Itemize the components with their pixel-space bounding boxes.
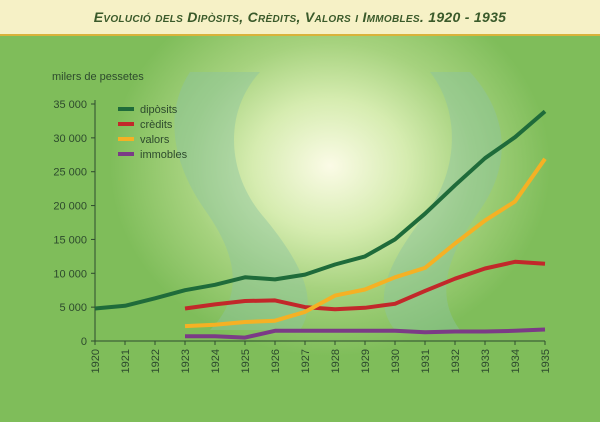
x-tick-label: 1926 bbox=[270, 349, 282, 373]
y-tick-label: 0 bbox=[81, 336, 87, 348]
x-tick-label: 1928 bbox=[330, 349, 342, 373]
legend-label: valors bbox=[140, 134, 170, 146]
series-line-valors bbox=[184, 157, 547, 329]
background-vase-shape-right bbox=[350, 72, 502, 330]
x-tick-label: 1931 bbox=[420, 349, 432, 373]
x-tick-label: 1923 bbox=[180, 349, 192, 373]
legend-label: crèdits bbox=[140, 119, 173, 131]
x-tick-label: 1935 bbox=[540, 349, 552, 373]
x-tick-label: 1925 bbox=[240, 349, 252, 373]
x-tick-label: 1930 bbox=[390, 349, 402, 373]
x-tick-label: 1934 bbox=[510, 349, 522, 373]
legend-label: dipòsits bbox=[140, 104, 178, 116]
x-tick-label: 1922 bbox=[150, 349, 162, 373]
series-line-crèdits bbox=[184, 259, 546, 312]
y-tick-label: 5 000 bbox=[59, 302, 87, 314]
x-tick-label: 1932 bbox=[450, 349, 462, 373]
x-tick-label: 1929 bbox=[360, 349, 372, 373]
y-tick-label: 35 000 bbox=[53, 99, 87, 111]
y-tick-label: 15 000 bbox=[53, 234, 87, 246]
y-tick-label: 10 000 bbox=[53, 268, 87, 280]
series-line-dipòsits bbox=[94, 109, 547, 311]
title-rule bbox=[0, 34, 600, 36]
legend-label: immobles bbox=[140, 149, 188, 161]
y-tick-label: 30 000 bbox=[53, 133, 87, 145]
series-line-immobles bbox=[185, 327, 546, 340]
y-tick-label: 20 000 bbox=[53, 201, 87, 213]
y-tick-label: 25 000 bbox=[53, 167, 87, 179]
title-band: Evolució dels Dipòsits, Crèdits, Valors … bbox=[0, 0, 600, 34]
x-tick-label: 1927 bbox=[300, 349, 312, 373]
chart-title: Evolució dels Dipòsits, Crèdits, Valors … bbox=[93, 9, 507, 25]
x-tick-label: 1920 bbox=[90, 349, 102, 373]
background-vase-shape bbox=[174, 72, 308, 330]
x-tick-label: 1933 bbox=[480, 349, 492, 373]
x-tick-label: 1924 bbox=[210, 349, 222, 373]
y-axis-label: milers de pessetes bbox=[52, 71, 144, 83]
chart-panel bbox=[0, 36, 600, 422]
x-tick-label: 1921 bbox=[120, 349, 132, 373]
